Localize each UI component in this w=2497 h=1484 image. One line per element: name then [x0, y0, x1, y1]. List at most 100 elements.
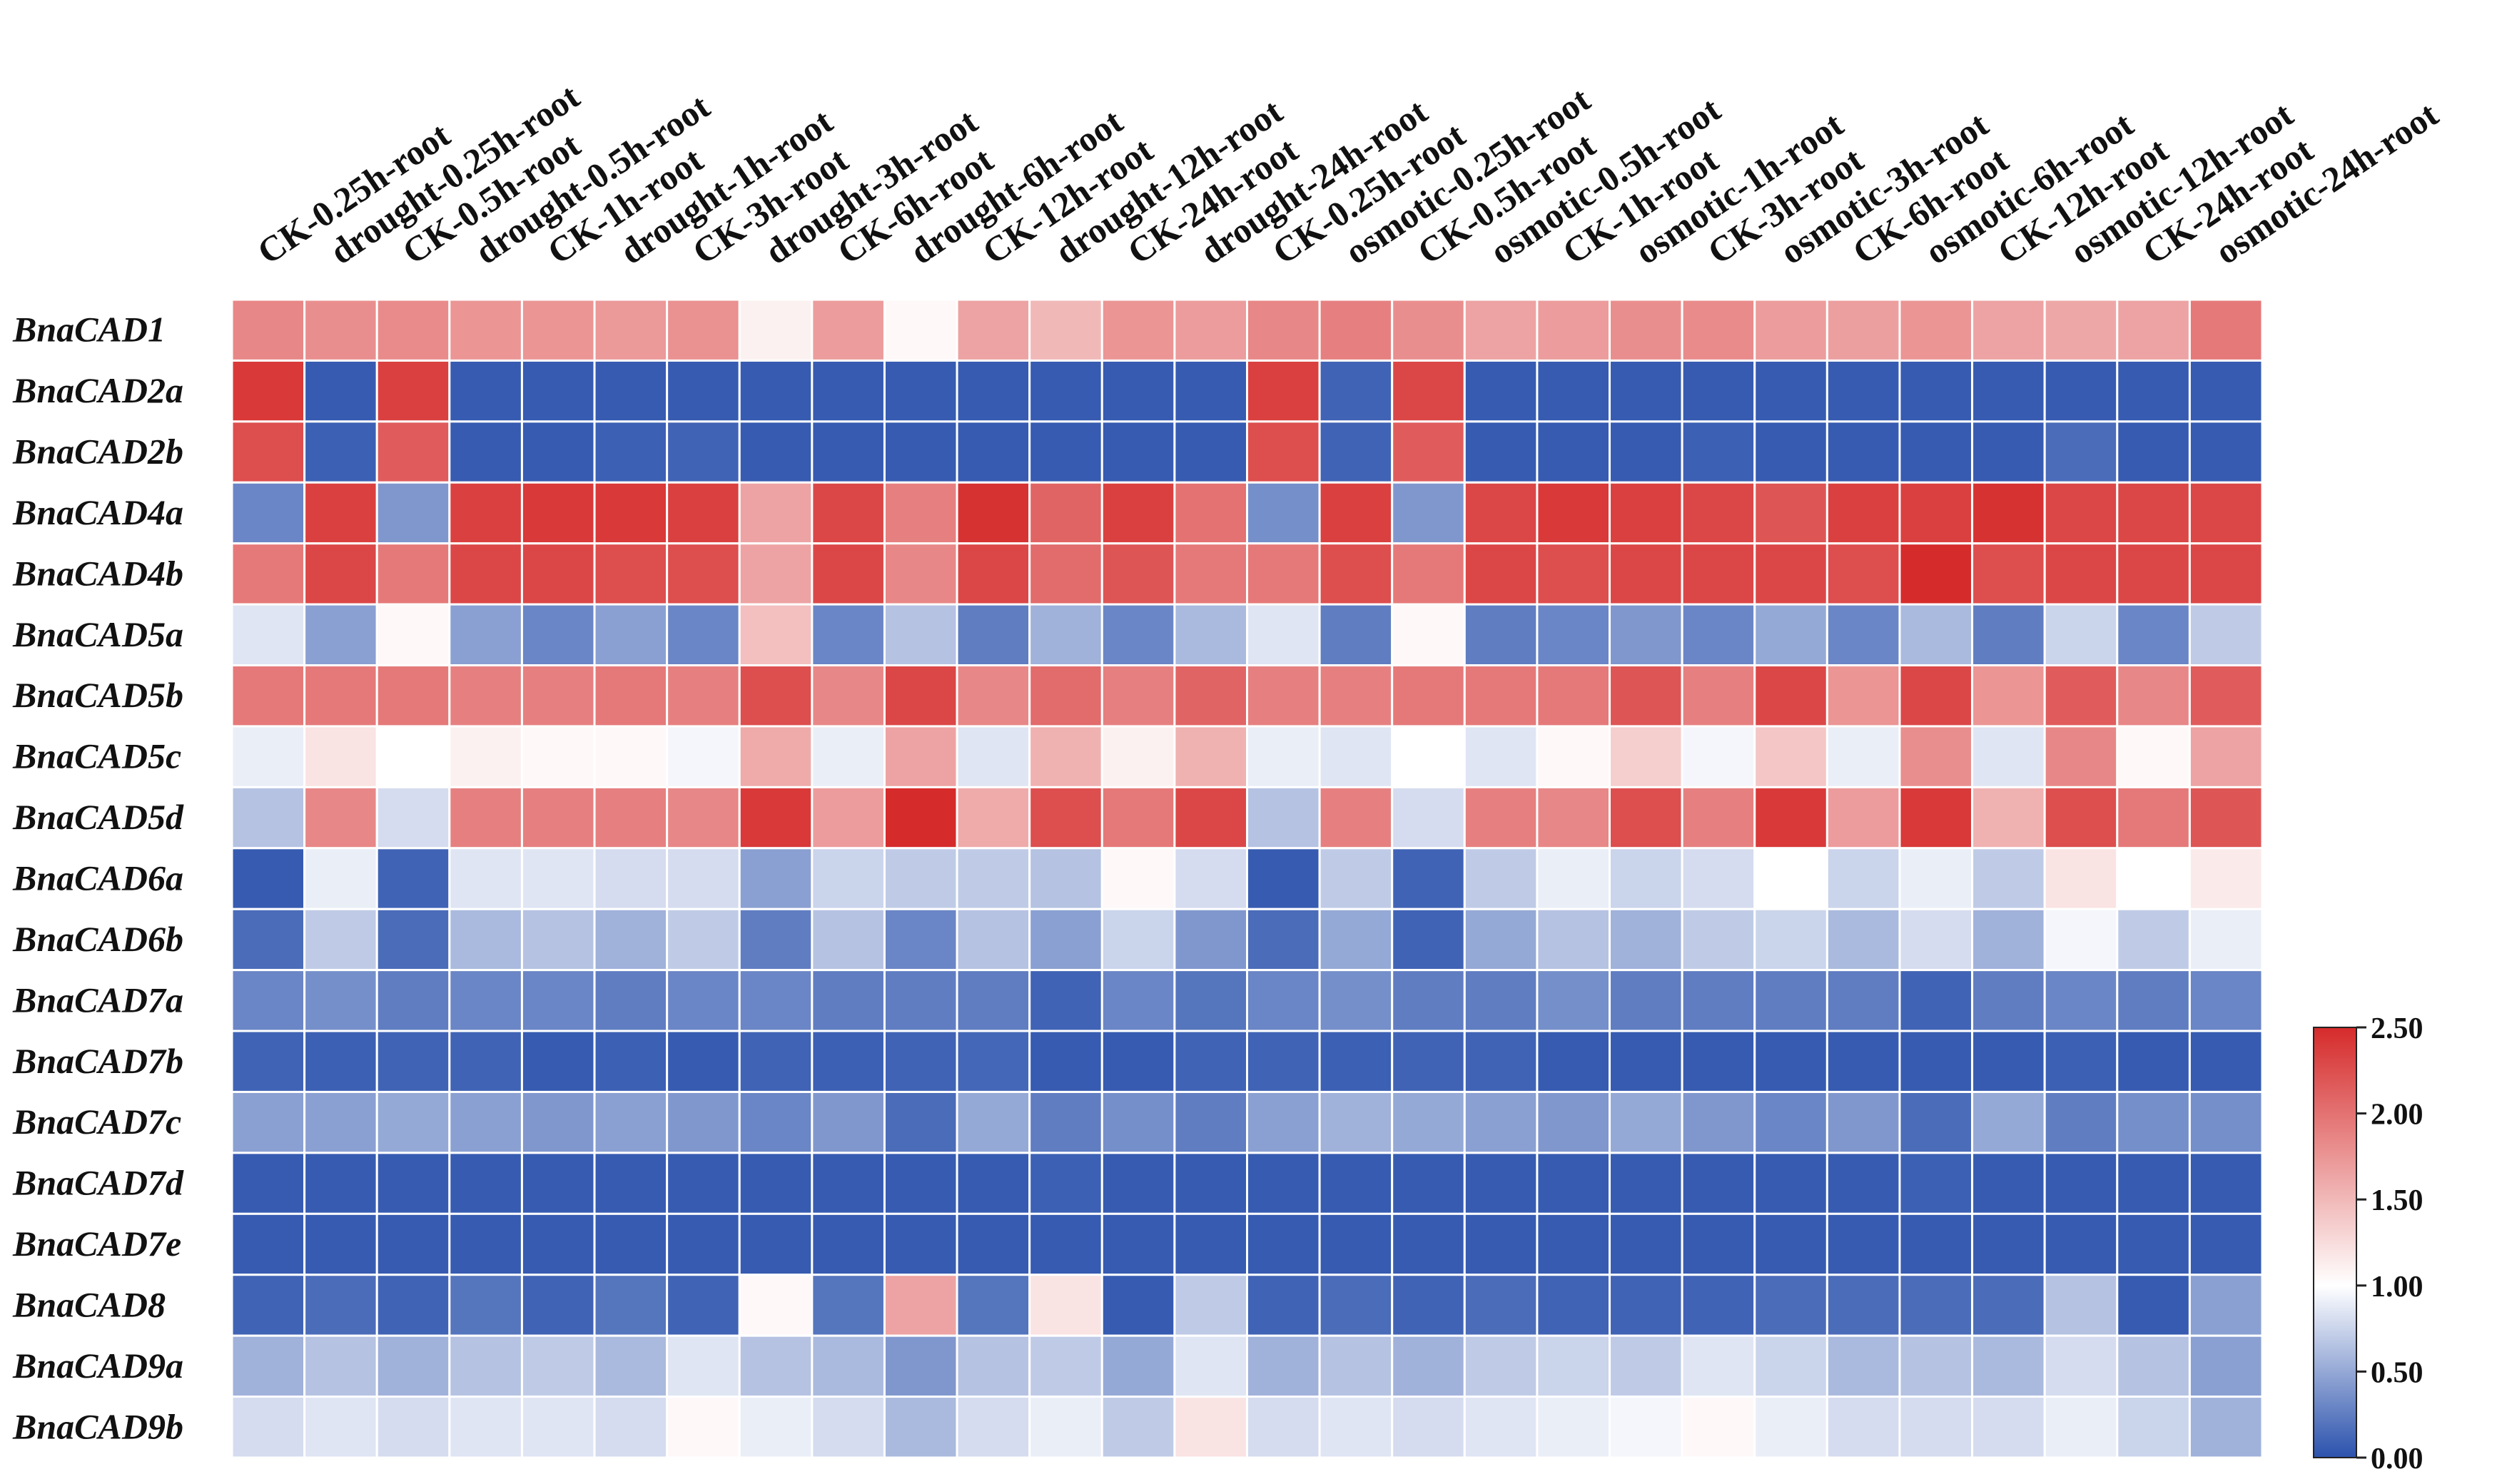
heatmap-cell [520, 969, 596, 1032]
heatmap-cell [2043, 1334, 2119, 1398]
heatmap-cell [2043, 1030, 2119, 1093]
heatmap-cell [2188, 725, 2264, 788]
heatmap-cell [1391, 1152, 1466, 1215]
row-label: BnaCAD8 [12, 1284, 166, 1324]
heatmap-cell [375, 1212, 451, 1276]
colorbar: 0.00 0.50 1.00 1.50 2.00 2.50 [2313, 1012, 2423, 1475]
heatmap-cell [1536, 298, 1611, 362]
heatmap-cell [593, 1334, 669, 1398]
heatmap-cell [1100, 481, 1176, 545]
heatmap-cell [956, 1396, 1031, 1459]
colorbar-tick-label: 2.50 [2371, 1012, 2423, 1045]
heatmap-cell [666, 969, 741, 1032]
heatmap-cell [956, 1274, 1031, 1337]
heatmap-cell [738, 786, 814, 850]
heatmap-cell [375, 969, 451, 1032]
heatmap-cell [1028, 969, 1103, 1032]
heatmap-cell [1536, 725, 1611, 788]
heatmap-cell [811, 359, 886, 423]
heatmap-cell [1246, 847, 1321, 910]
heatmap-cell [1536, 1334, 1611, 1398]
heatmap-cell [2188, 1212, 2264, 1276]
row-label: BnaCAD6a [12, 858, 183, 898]
heatmap-cell [1971, 359, 2046, 423]
heatmap-cell [1609, 1090, 1683, 1154]
heatmap-cell [811, 725, 886, 788]
heatmap-cell [593, 298, 669, 362]
heatmap-cell [231, 847, 306, 910]
heatmap-cell [1463, 481, 1539, 545]
row-label: BnaCAD1 [12, 310, 166, 350]
heatmap-cell [303, 359, 378, 423]
heatmap-cell [593, 725, 669, 788]
heatmap-cell [2116, 1334, 2191, 1398]
heatmap-cell [1028, 298, 1103, 362]
heatmap-cell [883, 1212, 958, 1276]
heatmap-cell [811, 603, 886, 667]
heatmap-cell [1463, 786, 1539, 850]
heatmap-cell [1898, 908, 1974, 972]
heatmap-cell [1173, 420, 1249, 484]
heatmap-cell [666, 1090, 741, 1154]
heatmap-cell [1681, 847, 1756, 910]
heatmap-cell [1681, 420, 1756, 484]
heatmap-cell [1971, 664, 2046, 728]
heatmap-cell [231, 908, 306, 972]
heatmap-cell [956, 298, 1031, 362]
heatmap-cell [666, 664, 741, 728]
heatmap-cell [2043, 969, 2119, 1032]
heatmap-cell [231, 1274, 306, 1337]
heatmap-cell [1971, 1090, 2046, 1154]
heatmap-cell [593, 359, 669, 423]
heatmap-cell [1898, 1212, 1974, 1276]
row-label: BnaCAD5c [12, 736, 181, 776]
heatmap-cell [1825, 298, 1901, 362]
heatmap-cell [1825, 786, 1901, 850]
heatmap-cells [231, 298, 2264, 1459]
heatmap-cell [375, 786, 451, 850]
heatmap-cell [1753, 1396, 1828, 1459]
heatmap-cell [1681, 359, 1756, 423]
heatmap-cell [1898, 542, 1974, 606]
heatmap-cell [883, 1396, 958, 1459]
heatmap-cell [811, 664, 886, 728]
heatmap-cell [1463, 969, 1539, 1032]
heatmap-cell [1028, 542, 1103, 606]
heatmap-cell [1173, 603, 1249, 667]
heatmap-cell [883, 725, 958, 788]
heatmap-cell [1463, 1090, 1539, 1154]
heatmap-cell [1463, 1396, 1539, 1459]
heatmap-cell [520, 847, 596, 910]
heatmap-cell [1246, 1212, 1321, 1276]
heatmap-cell [811, 1334, 886, 1398]
heatmap-cell [1173, 1334, 1249, 1398]
heatmap-cell [666, 908, 741, 972]
row-label: BnaCAD7d [12, 1163, 184, 1203]
heatmap-cell [1898, 725, 1974, 788]
heatmap-cell [593, 1212, 669, 1276]
heatmap-cell [2116, 908, 2191, 972]
heatmap-cell [1246, 298, 1321, 362]
heatmap-cell [1463, 359, 1539, 423]
heatmap-cell [520, 542, 596, 606]
heatmap-cell [1173, 664, 1249, 728]
heatmap-cell [1753, 969, 1828, 1032]
heatmap-cell [520, 908, 596, 972]
heatmap-cell [1391, 1334, 1466, 1398]
heatmap-cell [303, 481, 378, 545]
heatmap-cell [2188, 969, 2264, 1032]
heatmap-cell [883, 664, 958, 728]
heatmap-cell [1681, 786, 1756, 850]
heatmap-cell [2043, 481, 2119, 545]
row-label: BnaCAD2a [12, 370, 183, 410]
heatmap-cell [2043, 603, 2119, 667]
heatmap-cell [1536, 603, 1611, 667]
heatmap-cell [738, 1274, 814, 1337]
heatmap-cell [2043, 1152, 2119, 1215]
heatmap-cell [1971, 847, 2046, 910]
heatmap-cell [738, 1152, 814, 1215]
heatmap-cell [1391, 908, 1466, 972]
heatmap-cell [2116, 603, 2191, 667]
heatmap-cell [811, 1212, 886, 1276]
heatmap-cell [1246, 1090, 1321, 1154]
